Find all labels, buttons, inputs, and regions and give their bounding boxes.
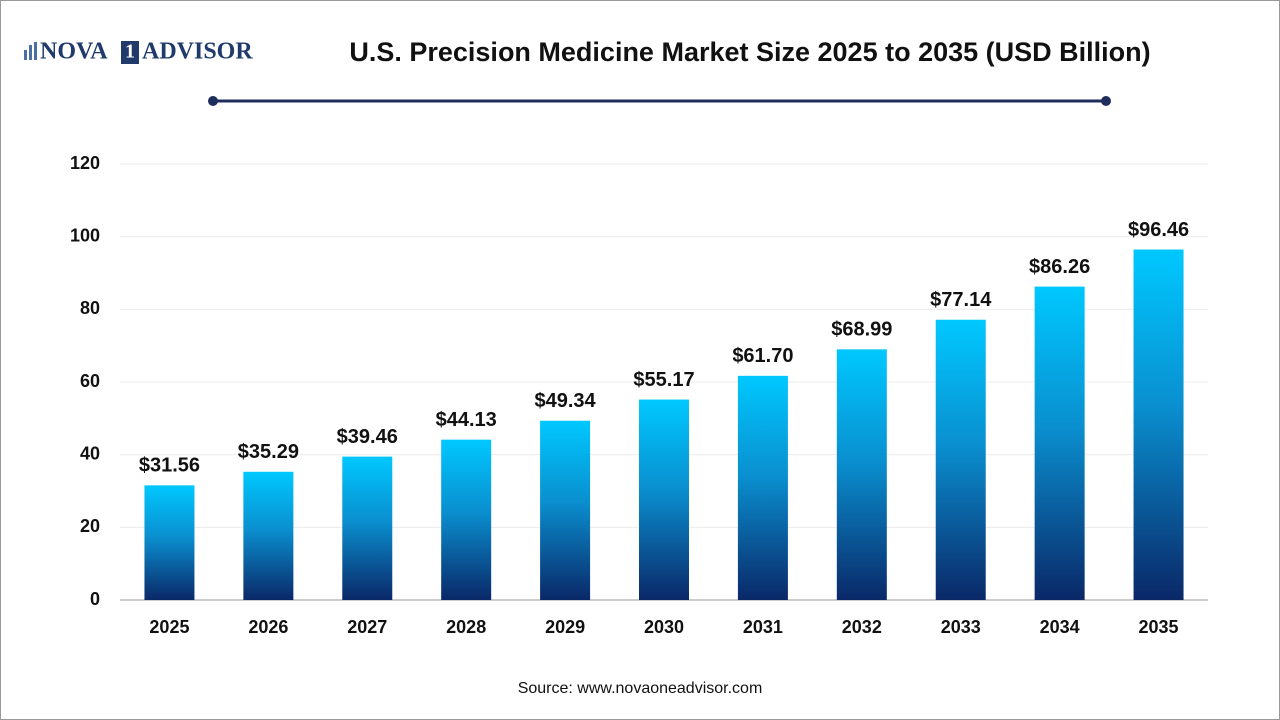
- x-tick-label: 2025: [149, 617, 189, 637]
- value-label: $39.46: [337, 426, 398, 448]
- bar: [540, 420, 591, 600]
- bar: [243, 471, 294, 600]
- logo-text: NOVA: [40, 39, 108, 65]
- bar: [342, 456, 393, 600]
- logo-icon: [29, 45, 32, 60]
- y-tick-label: 80: [80, 298, 100, 318]
- x-tick-label: 2027: [347, 617, 387, 637]
- value-label: $61.70: [732, 345, 793, 367]
- logo-icon: [24, 50, 27, 60]
- x-tick-label: 2035: [1139, 617, 1179, 637]
- value-label: $77.14: [930, 289, 992, 311]
- value-label: $31.56: [139, 455, 200, 477]
- x-tick-label: 2032: [842, 617, 882, 637]
- x-tick-label: 2026: [248, 617, 288, 637]
- x-tick-label: 2033: [941, 617, 981, 637]
- logo-text: ADVISOR: [142, 39, 253, 65]
- y-tick-label: 60: [80, 371, 100, 391]
- value-label: $55.17: [633, 369, 694, 391]
- value-label: $44.13: [436, 409, 497, 431]
- bar: [639, 399, 689, 600]
- x-tick-label: 2031: [743, 617, 783, 637]
- bar: [1133, 249, 1184, 600]
- value-label: $35.29: [238, 441, 299, 463]
- logo: NOVA 1 ADVISOR: [24, 39, 253, 65]
- y-tick-label: 40: [80, 443, 100, 463]
- x-tick-label: 2029: [545, 617, 585, 637]
- y-tick-label: 100: [70, 225, 100, 245]
- logo-icon: [34, 42, 37, 60]
- title-rule-dot: [208, 96, 218, 106]
- bar: [441, 439, 492, 600]
- value-label: $68.99: [831, 319, 892, 341]
- logo-box: [121, 41, 139, 64]
- bar: [836, 349, 887, 600]
- source-note: Source: www.novaoneadvisor.com: [518, 680, 763, 697]
- value-label: $86.26: [1029, 256, 1090, 278]
- bar: [1034, 286, 1085, 600]
- value-label: $49.34: [535, 390, 597, 412]
- logo-mark: 1: [125, 41, 135, 63]
- value-label: $96.46: [1128, 219, 1189, 241]
- bar: [935, 319, 986, 600]
- y-tick-label: 120: [70, 153, 100, 173]
- bar: [737, 375, 788, 600]
- y-tick-label: 20: [80, 516, 100, 536]
- y-tick-label: 0: [90, 589, 100, 609]
- x-tick-label: 2028: [446, 617, 486, 637]
- bar: [144, 485, 195, 600]
- x-tick-label: 2034: [1040, 617, 1080, 637]
- x-tick-label: 2030: [644, 617, 684, 637]
- chart-title: U.S. Precision Medicine Market Size 2025…: [349, 37, 1150, 67]
- title-rule-dot: [1101, 96, 1111, 106]
